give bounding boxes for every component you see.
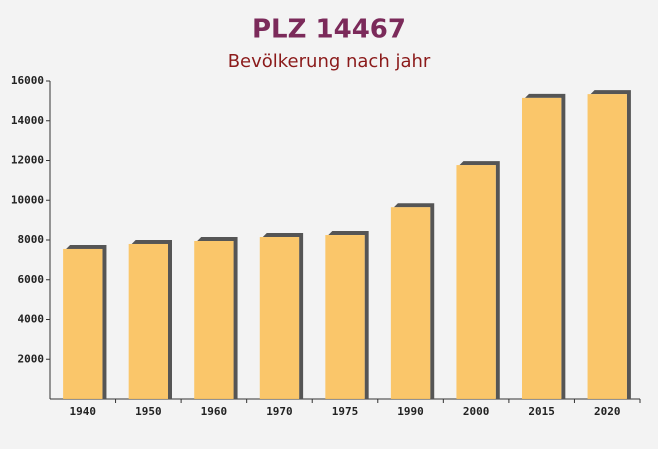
y-tick-label: 14000	[11, 114, 44, 127]
y-tick-label: 6000	[18, 273, 45, 286]
chart-title: PLZ 14467	[252, 15, 406, 45]
bar	[128, 243, 168, 399]
bar	[325, 235, 365, 399]
x-tick-label: 2020	[594, 405, 621, 418]
x-tick-label: 2000	[463, 405, 490, 418]
bar	[194, 240, 234, 399]
bar	[456, 165, 496, 399]
x-tick-label: 1990	[397, 405, 424, 418]
bar	[259, 237, 300, 399]
bar	[522, 97, 562, 400]
y-tick-label: 8000	[18, 233, 45, 246]
y-tick-label: 16000	[11, 74, 44, 87]
bar	[63, 248, 103, 399]
x-tick-label: 1970	[266, 405, 293, 418]
x-tick-label: 1940	[70, 405, 97, 418]
bar	[390, 207, 431, 399]
chart-subtitle: Bevölkerung nach jahr	[228, 51, 431, 72]
x-tick-label: 1975	[332, 405, 359, 418]
x-tick-label: 2015	[528, 405, 555, 418]
y-tick-label: 2000	[18, 352, 45, 365]
y-tick-label: 12000	[11, 154, 44, 167]
x-tick-label: 1950	[135, 405, 162, 418]
bar	[587, 94, 627, 400]
y-tick-label: 10000	[11, 193, 44, 206]
x-tick-label: 1960	[201, 405, 228, 418]
y-tick-label: 4000	[18, 313, 45, 326]
